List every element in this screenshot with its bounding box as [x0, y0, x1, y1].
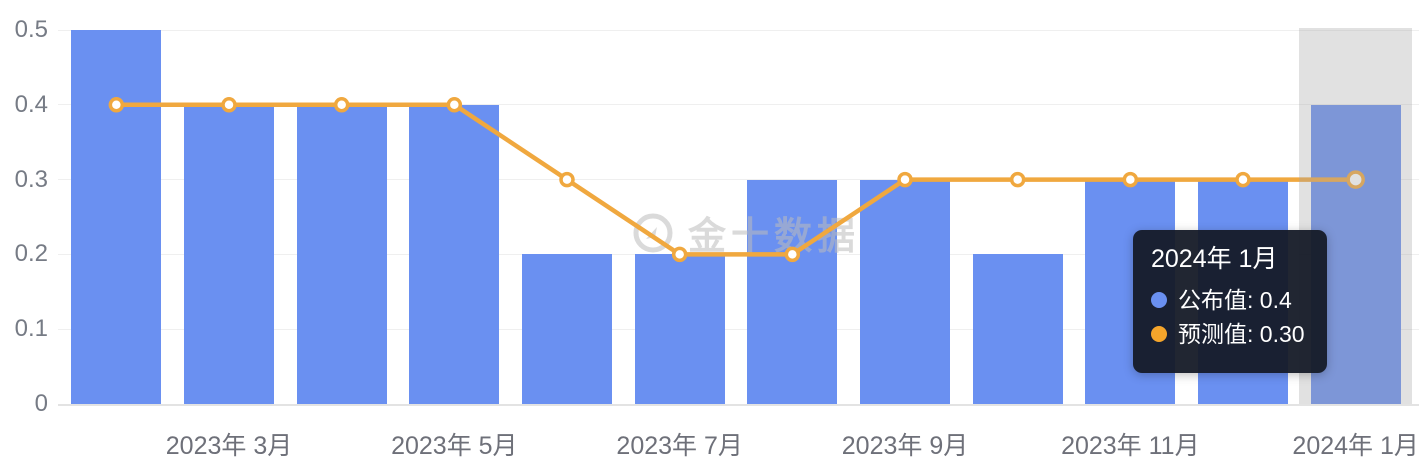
line-marker[interactable] — [1346, 170, 1365, 189]
line-marker[interactable] — [897, 171, 913, 188]
y-axis-tick-label: 0 — [34, 390, 48, 417]
y-axis-tick-label: 0.3 — [14, 165, 48, 193]
bar-published-value[interactable] — [522, 254, 612, 404]
tooltip-row-published: 公布值: 0.4 — [1151, 286, 1309, 313]
tooltip-published-value: 公布值: 0.4 — [1178, 286, 1292, 313]
bar-published-value[interactable] — [747, 179, 838, 404]
gridline — [58, 104, 1419, 106]
y-axis-tick-label: 0.5 — [14, 16, 48, 43]
x-axis-tick-label: 2023年 7月 — [616, 432, 743, 460]
tooltip-title: 2024年 1月 — [1151, 245, 1278, 273]
tooltip: 2024年 1月 公布值: 0.4 预测值: 0.30 — [1133, 230, 1327, 373]
forecast-series-dot-icon — [1151, 326, 1167, 343]
line-marker[interactable] — [221, 97, 237, 113]
x-axis-tick-label: 2023年 11月 — [1061, 432, 1200, 460]
line-marker[interactable] — [1235, 171, 1251, 188]
gridline — [58, 179, 1419, 181]
bar-published-value[interactable] — [296, 104, 387, 404]
bar-published-value[interactable] — [409, 104, 500, 404]
bar-published-value[interactable] — [634, 254, 725, 404]
x-axis-tick-label: 2023年 9月 — [841, 432, 969, 460]
line-marker[interactable] — [446, 97, 463, 113]
published-series-dot-icon — [1151, 292, 1167, 309]
line-marker[interactable] — [108, 97, 125, 113]
gridline — [58, 29, 1419, 31]
line-marker[interactable] — [333, 97, 350, 113]
bar-published-value[interactable] — [860, 179, 950, 404]
y-axis-tick-label: 0.2 — [14, 240, 48, 268]
tooltip-forecast-value: 预测值: 0.30 — [1178, 320, 1305, 347]
line-marker[interactable] — [671, 246, 688, 263]
line-marker[interactable] — [559, 171, 575, 188]
y-axis-tick-label: 0.4 — [14, 90, 48, 118]
bar-published-value[interactable] — [972, 254, 1063, 404]
x-axis-tick-label: 2024年 1月 — [1292, 432, 1419, 460]
x-axis-baseline — [58, 404, 1419, 406]
y-axis-tick-label: 0.1 — [14, 315, 48, 343]
x-axis-tick-label: 2023年 3月 — [165, 432, 293, 460]
line-marker[interactable] — [1009, 171, 1026, 188]
line-marker[interactable] — [1122, 171, 1139, 188]
gridline — [58, 328, 1419, 330]
bar-published-value[interactable] — [184, 104, 274, 404]
x-axis-tick-label: 2023年 5月 — [391, 432, 518, 460]
line-marker[interactable] — [784, 246, 801, 263]
forecast-line — [116, 102, 1356, 257]
bar-published-value[interactable] — [71, 30, 162, 404]
tooltip-row-forecast: 预测值: 0.30 — [1151, 320, 1309, 347]
